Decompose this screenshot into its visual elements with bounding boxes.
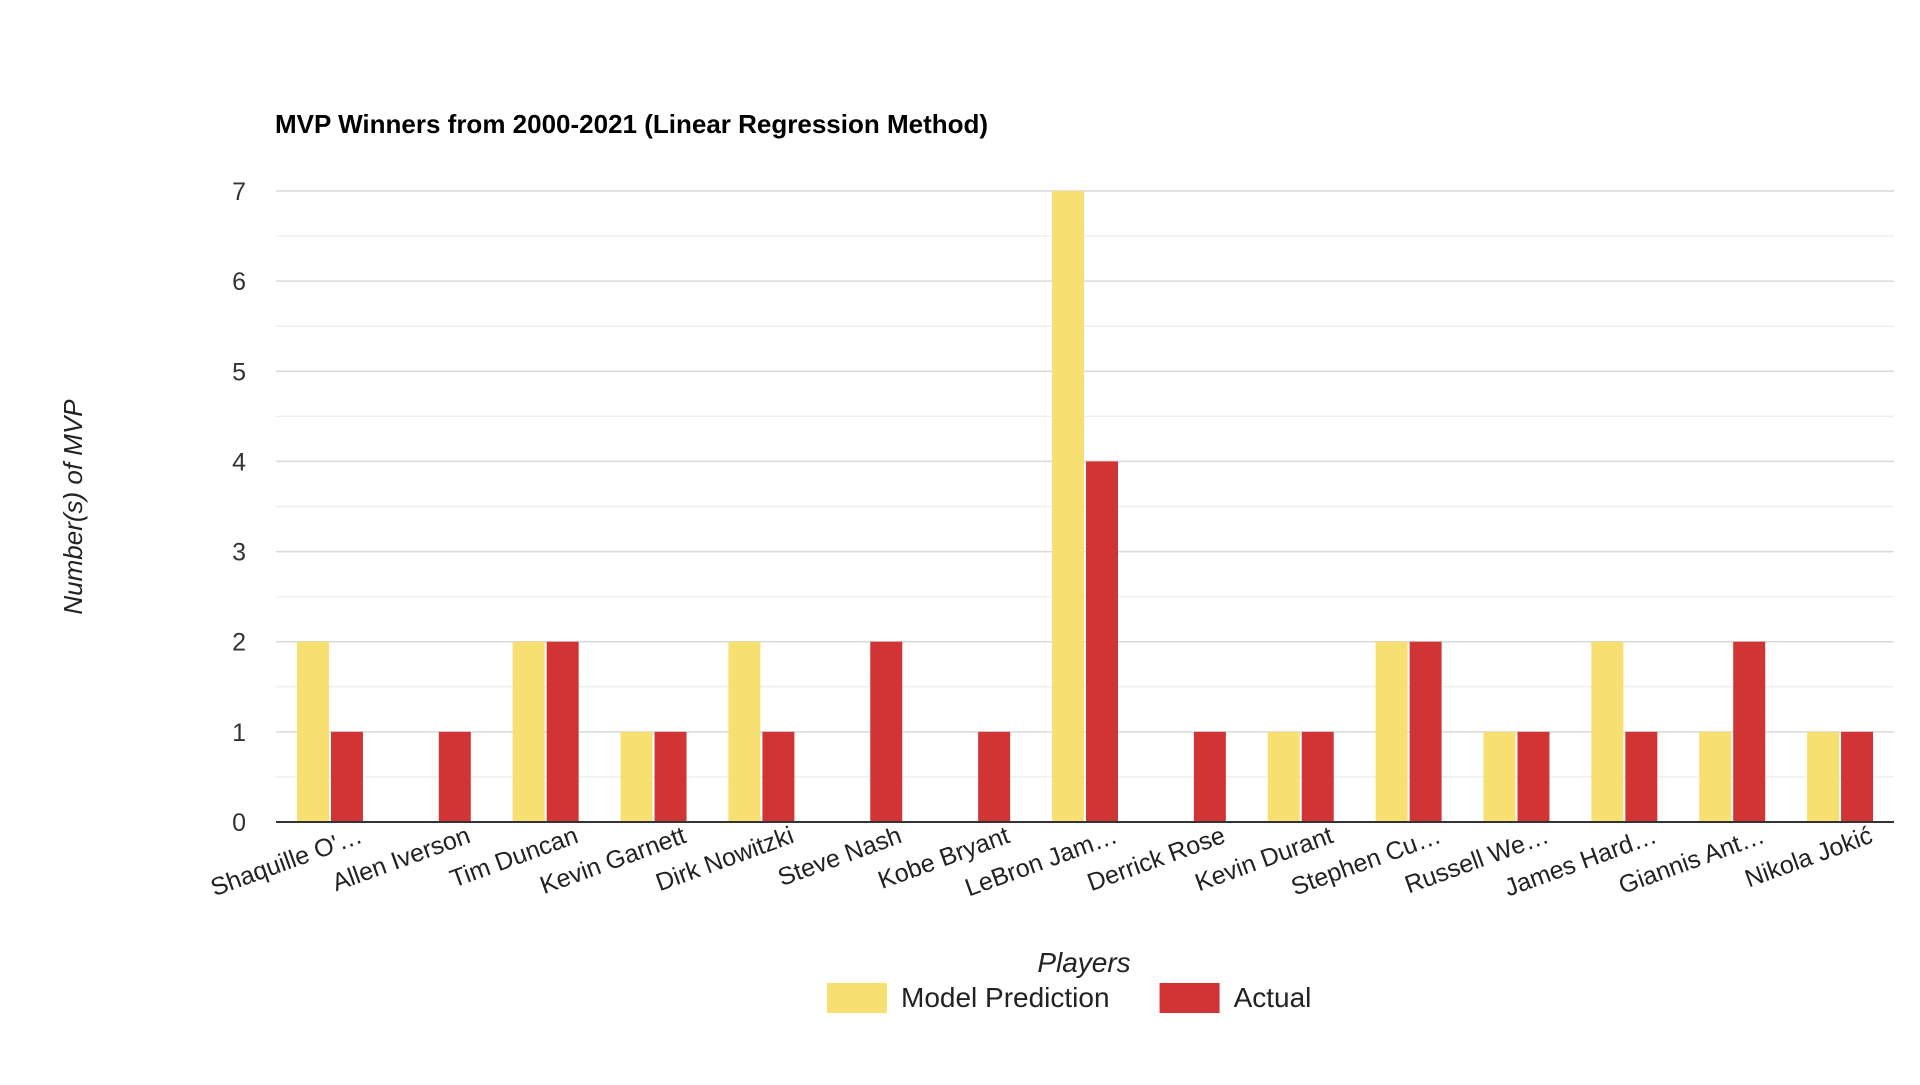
y-tick-label: 0 <box>232 809 246 837</box>
bar-model-prediction[interactable] <box>1052 191 1084 822</box>
bar-actual[interactable] <box>330 731 363 822</box>
bar-actual[interactable] <box>546 641 579 822</box>
bar-model-prediction[interactable] <box>1483 731 1516 822</box>
y-tick-label: 4 <box>232 448 246 476</box>
y-tick-label: 6 <box>232 268 246 296</box>
bar-actual[interactable] <box>1733 641 1766 822</box>
bar-actual[interactable] <box>1193 731 1226 822</box>
bar-actual[interactable] <box>978 731 1011 822</box>
gridlines <box>276 190 1894 778</box>
bar-model-prediction[interactable] <box>1807 731 1840 822</box>
bar-actual[interactable] <box>762 731 795 822</box>
legend-label: Actual <box>1234 982 1312 1013</box>
legend: Model Prediction Actual <box>827 982 1311 1013</box>
x-axis-title: Players <box>1037 947 1130 978</box>
bars <box>296 191 1874 822</box>
bar-actual[interactable] <box>654 731 687 822</box>
y-axis-tick-labels: 0 1 2 3 4 5 6 7 <box>232 178 246 837</box>
bar-model-prediction[interactable] <box>1591 641 1624 822</box>
bar-actual[interactable] <box>1841 731 1874 822</box>
bar-model-prediction[interactable] <box>1375 641 1408 822</box>
legend-label: Model Prediction <box>901 982 1110 1013</box>
bar-actual[interactable] <box>870 641 903 822</box>
bar-model-prediction[interactable] <box>296 641 329 822</box>
bar-model-prediction[interactable] <box>512 641 545 822</box>
bar-actual[interactable] <box>1086 461 1118 822</box>
y-axis-title: Number(s) of MVP <box>58 399 88 615</box>
bar-model-prediction[interactable] <box>1699 731 1732 822</box>
legend-swatch <box>827 983 887 1013</box>
y-tick-label: 5 <box>232 358 246 386</box>
bar-actual[interactable] <box>438 731 471 822</box>
bar-actual[interactable] <box>1301 731 1334 822</box>
y-tick-label: 7 <box>232 178 246 206</box>
legend-swatch <box>1159 983 1220 1013</box>
bar-actual[interactable] <box>1625 731 1658 822</box>
bar-model-prediction[interactable] <box>620 731 653 822</box>
bar-actual[interactable] <box>1517 731 1550 822</box>
y-tick-label: 3 <box>232 539 246 567</box>
chart-title: MVP Winners from 2000-2021 (Linear Regre… <box>275 109 988 139</box>
bar-model-prediction[interactable] <box>728 641 761 822</box>
y-tick-label: 2 <box>232 629 246 657</box>
bar-model-prediction[interactable] <box>1267 731 1300 822</box>
bar-actual[interactable] <box>1409 641 1442 822</box>
y-tick-label: 1 <box>232 719 246 747</box>
